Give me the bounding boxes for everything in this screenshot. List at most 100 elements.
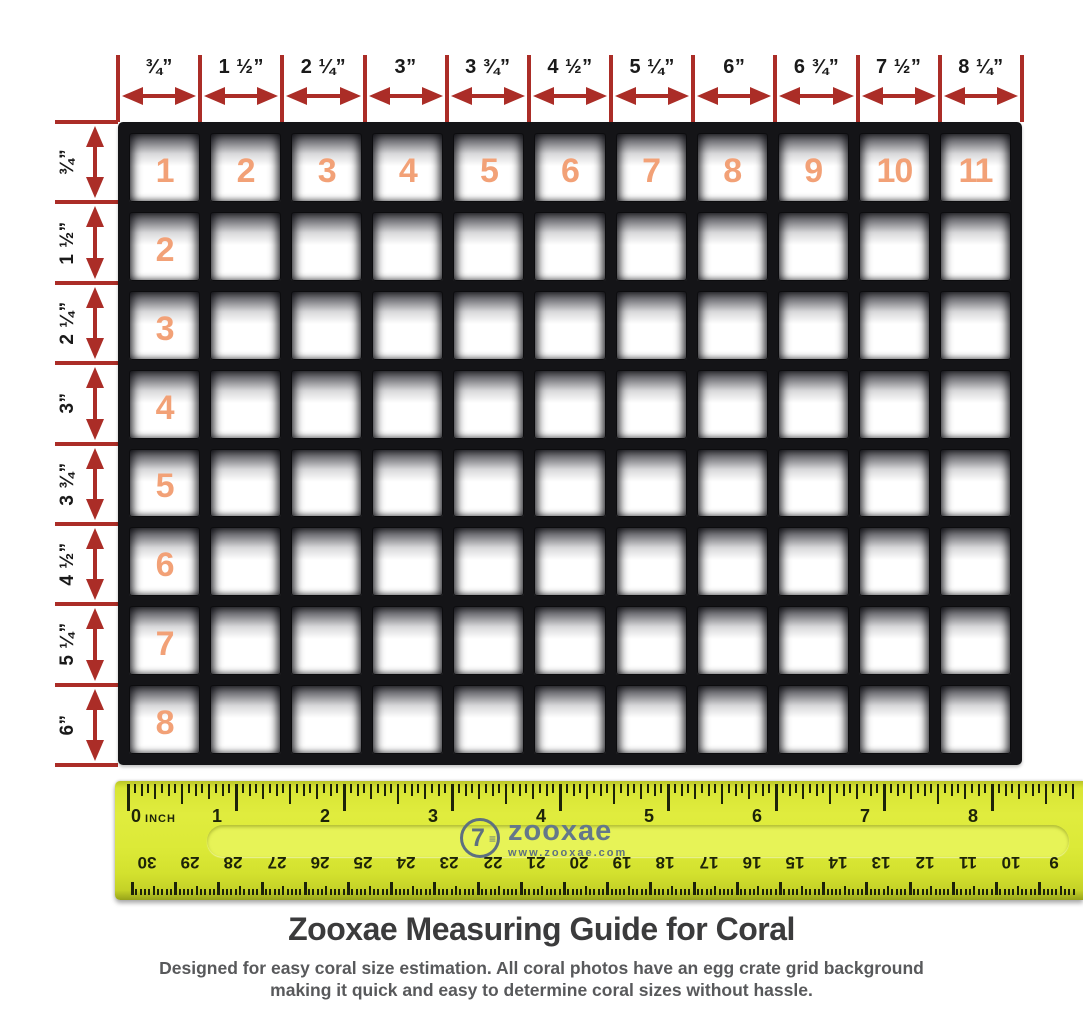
ruler-cm-tick [226, 889, 229, 895]
grid-cell [291, 527, 363, 597]
ruler-inch-tick [700, 784, 703, 793]
arrow-left-head [943, 87, 965, 105]
ruler-cm-tick [1012, 889, 1015, 895]
ruler-inch-unit: INCH [145, 813, 176, 825]
measure-segment: 6 ¾” [775, 55, 857, 122]
ruler-cm-tick [584, 886, 587, 895]
ruler-cm-tick [329, 889, 332, 895]
ruler-inch-tick [424, 784, 426, 799]
ruler-cm-tick [848, 889, 851, 895]
ruler-cm-tick [830, 889, 833, 895]
grid-cell [210, 290, 282, 360]
ruler-inch-tick [687, 784, 690, 793]
scale-tick [55, 763, 118, 767]
ruler-cm-tick [796, 889, 799, 895]
ruler-inch-tick [349, 784, 352, 793]
ruler-cm-tick [912, 889, 915, 895]
ruler-inch-tick [437, 784, 440, 796]
ruler-inch-tick [559, 784, 562, 811]
grid-cell [210, 527, 282, 597]
measure-label: 3” [57, 392, 78, 414]
ruler-cm-tick [619, 889, 622, 895]
ruler-cm-tick [537, 889, 540, 895]
scale-tick [55, 602, 118, 607]
ruler-inch-tick [390, 784, 393, 793]
measure-segment: 3 ¾” [55, 444, 118, 524]
ruler-cm-tick [234, 889, 237, 895]
ruler-inch-tick [673, 784, 676, 793]
scale-tick [116, 55, 120, 122]
ruler-inch-tick [228, 784, 231, 793]
ruler-cm-tick [247, 889, 250, 895]
measure-segment: 1 ½” [55, 202, 118, 282]
grid-cell [453, 527, 525, 597]
arrow-up-head [86, 688, 104, 710]
grid-cell [291, 606, 363, 676]
cell-number: 2 [236, 151, 256, 190]
grid-cell [615, 527, 687, 597]
ruler-cm-tick [131, 882, 134, 895]
ruler-inch-tick [397, 784, 399, 804]
grid-cell: 10 [858, 133, 930, 202]
ruler-inch-number: 1 [211, 806, 222, 826]
ruler-cm-tick [282, 886, 285, 895]
grid-cell: 11 [939, 133, 1011, 202]
ruler-inch-tick [538, 784, 541, 793]
measure-label: 7 ½” [876, 56, 922, 78]
ruler-cm-number: 30 [137, 853, 157, 872]
ruler-inch-tick [889, 784, 892, 793]
cell-number: 2 [155, 230, 175, 269]
arrow-down-head [86, 498, 104, 520]
measure-arrow [86, 367, 104, 440]
measure-label: 4 ½” [57, 542, 78, 586]
grid-cell [615, 211, 687, 281]
ruler-inch-tick [154, 784, 156, 799]
ruler-inch-tick [856, 784, 858, 799]
grid-cell [939, 448, 1011, 518]
measure-segment: 1 ½” [200, 55, 282, 122]
ruler-cm-tick [610, 889, 613, 895]
ruler-cm-tick [744, 889, 747, 895]
ruler-cm-tick [852, 889, 855, 895]
ruler-cm-tick [243, 889, 246, 895]
ruler-cm-tick [541, 886, 544, 895]
measure-segment: 2 ¼” [55, 283, 118, 363]
ruler-cm-tick [269, 889, 272, 895]
ruler-cm-tick [787, 889, 790, 895]
ruler-cm-tick [817, 889, 820, 895]
ruler-cm-tick [925, 889, 928, 895]
arrow-line [93, 140, 97, 185]
cell-number: 3 [155, 309, 175, 348]
grid-cell: 6 [129, 527, 201, 597]
ruler-cm-tick [165, 889, 168, 895]
measure-label: 2 ¼” [300, 56, 347, 78]
measure-arrow [122, 87, 197, 105]
grid-cell [696, 448, 768, 518]
arrow-down-head [86, 257, 104, 279]
ruler-cm-tick [878, 889, 881, 895]
grid-cell [777, 685, 849, 754]
ruler-cm-tick [575, 889, 578, 895]
grid-cell [858, 369, 930, 439]
ruler-inch-tick [289, 784, 291, 804]
ruler-inch-tick [181, 784, 183, 804]
ruler-inch-tick [714, 784, 717, 793]
measure-segment: 5 ¼” [55, 604, 118, 684]
ruler-cm-tick [874, 889, 877, 895]
arrow-left-head [697, 87, 719, 105]
ruler-inch-tick [451, 784, 454, 811]
ruler-inch-tick [1024, 784, 1027, 793]
ruler-cm-tick [480, 889, 483, 895]
grid-cell: 7 [615, 133, 687, 202]
arrow-line [875, 94, 922, 98]
ruler-inch-tick [309, 784, 312, 793]
ruler-cm-tick [899, 889, 902, 895]
ruler-cm-tick [709, 889, 712, 895]
grid-cell [615, 369, 687, 439]
grid-cell: 3 [129, 290, 201, 360]
ruler-cm-tick [731, 889, 734, 895]
ruler-cm-tick [973, 886, 976, 895]
measure-segment: 6” [55, 685, 118, 765]
ruler-cm-tick [558, 889, 561, 895]
